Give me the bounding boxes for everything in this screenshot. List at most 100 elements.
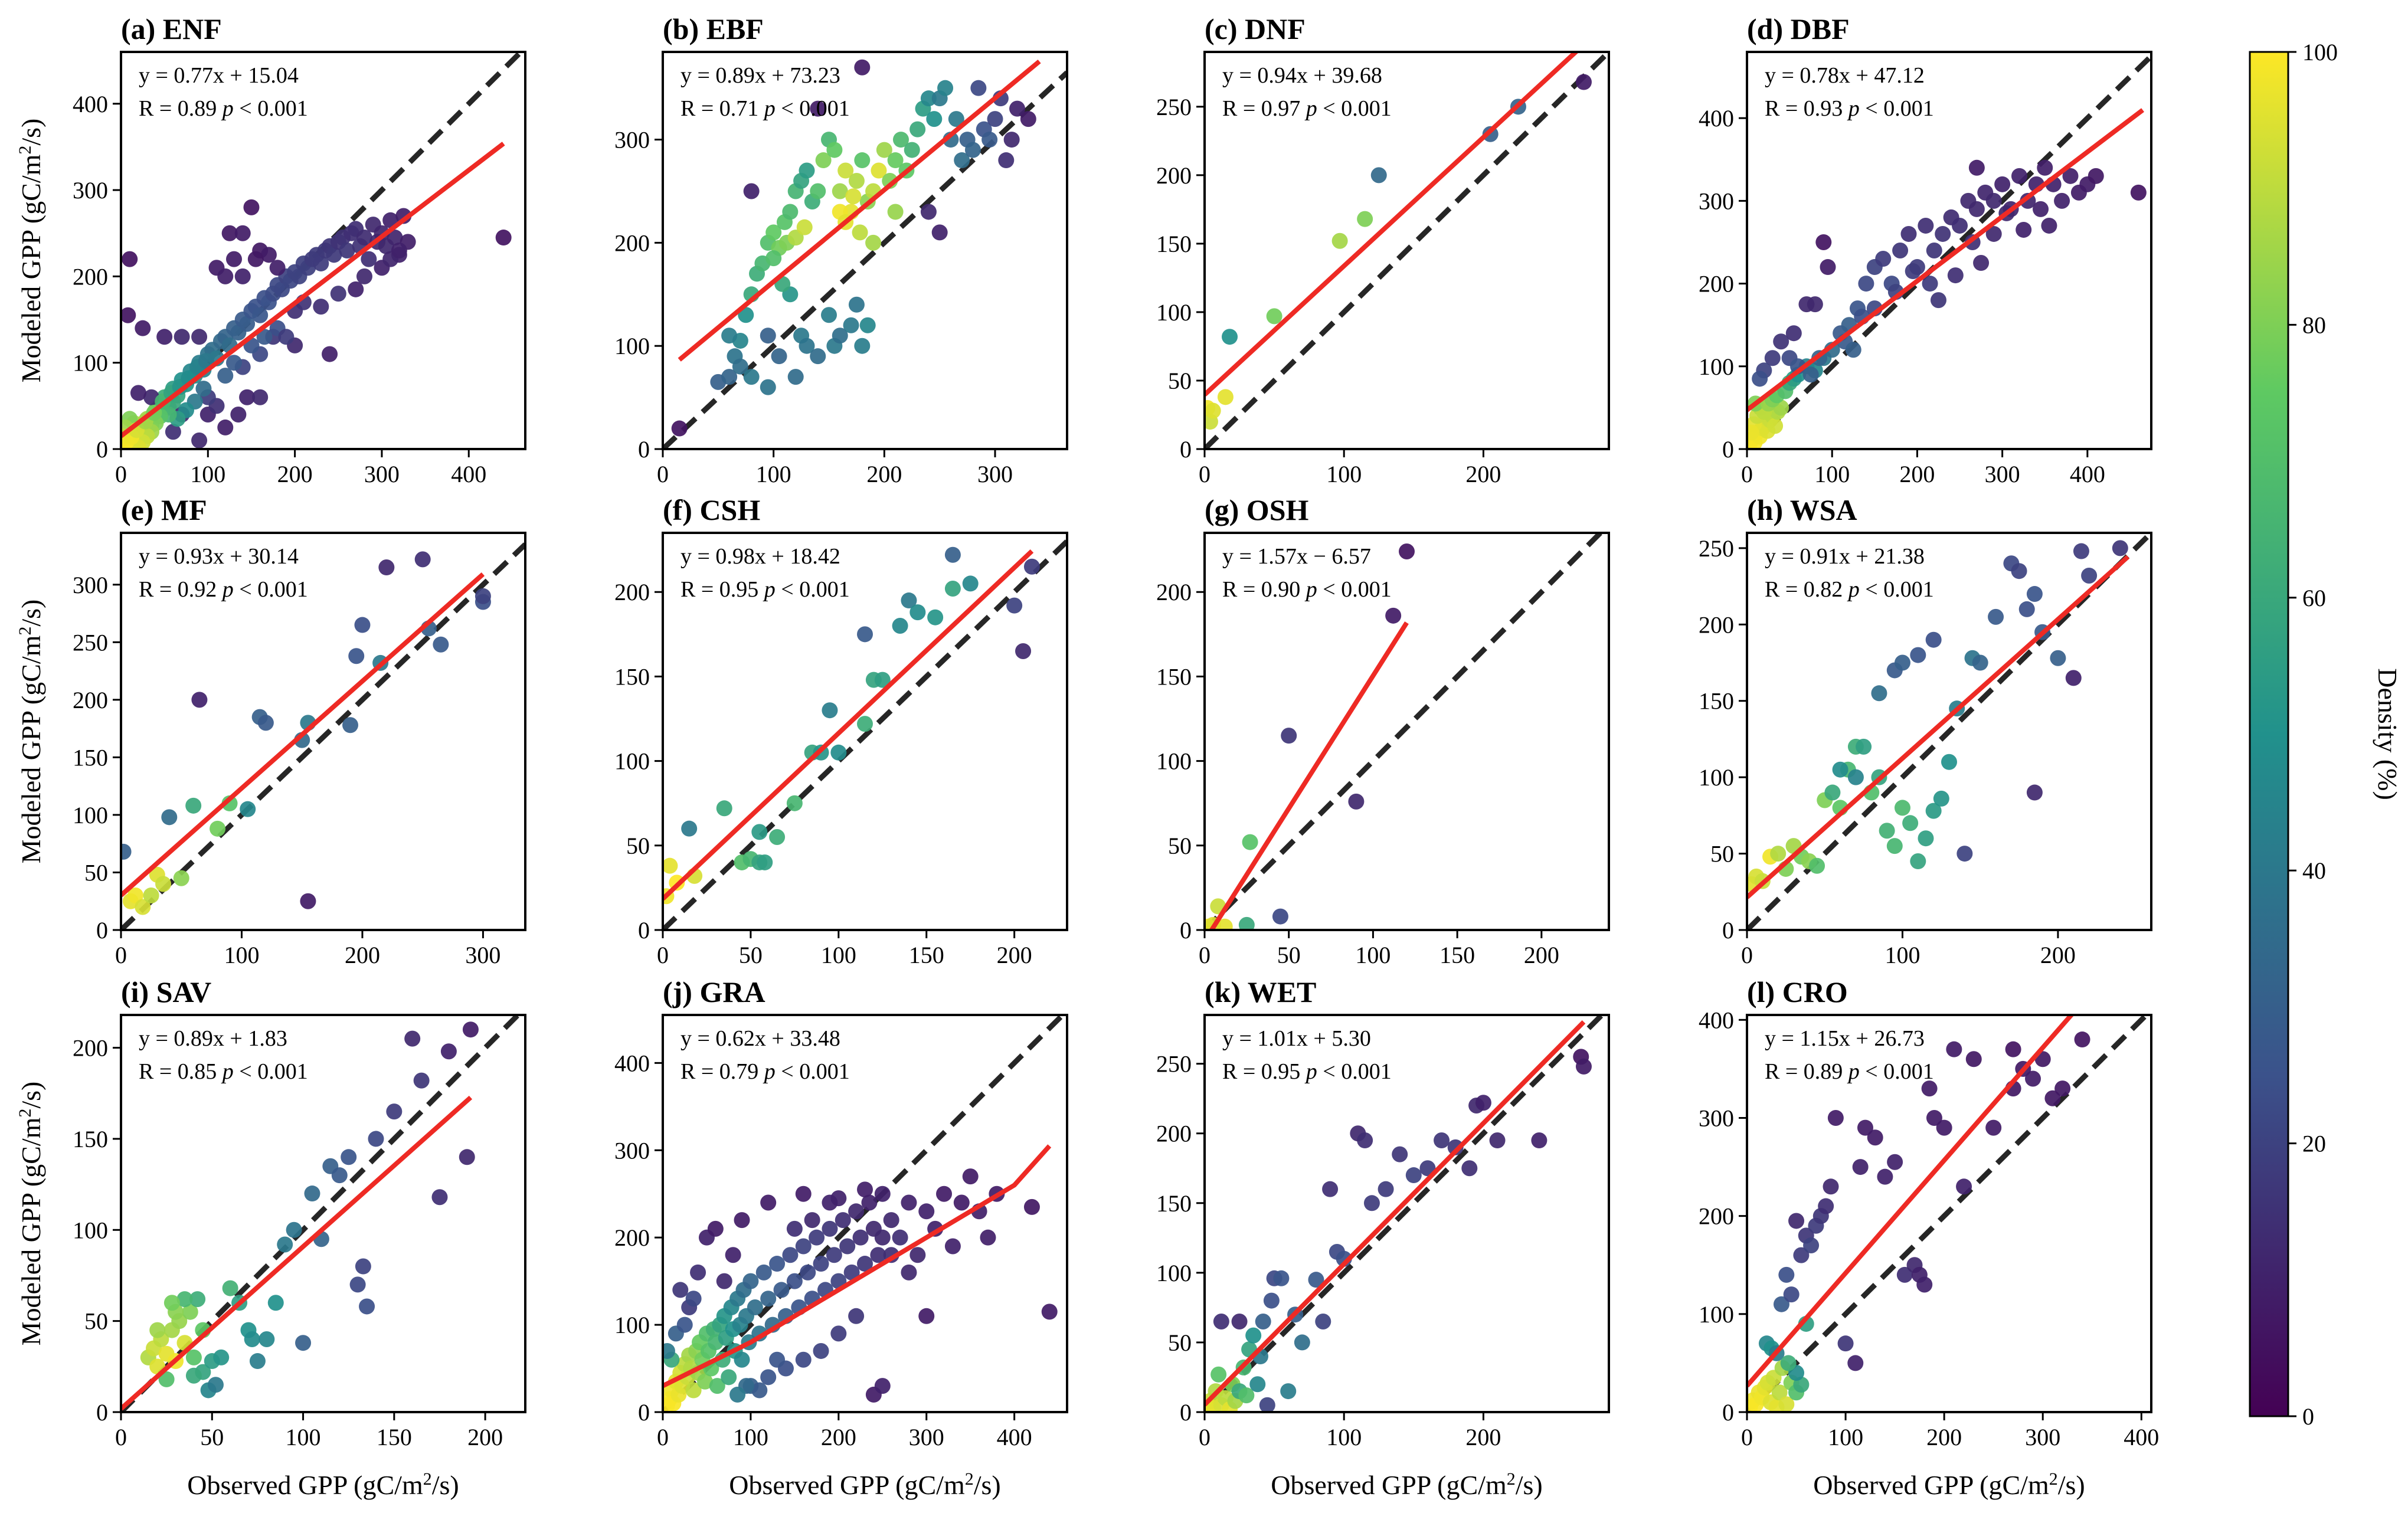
data-point: [760, 1194, 777, 1211]
colorbar-label: Density (%): [2373, 668, 2403, 800]
x-tick-label: 0: [1741, 461, 1753, 487]
data-point: [1238, 1387, 1255, 1404]
panel-title: (k) WET: [1205, 975, 1316, 1008]
data-point: [909, 121, 926, 137]
y-tick-label: 0: [1722, 1399, 1734, 1426]
data-point: [1405, 1167, 1422, 1184]
data-point: [269, 260, 286, 276]
data-point: [404, 1030, 421, 1047]
y-tick-label: 0: [638, 1399, 650, 1426]
x-tick-label: 300: [465, 942, 500, 968]
data-point: [459, 1149, 475, 1165]
plot-content: [1747, 1015, 2148, 1412]
fit-line: [663, 549, 1034, 901]
fit-stats: R = 0.79 p < 0.001: [680, 1059, 850, 1084]
data-point: [239, 389, 256, 405]
data-point: [130, 385, 146, 401]
data-point: [832, 328, 848, 344]
data-point: [709, 1378, 725, 1394]
y-tick-label: 100: [1156, 299, 1192, 326]
data-point: [339, 243, 355, 258]
data-point: [161, 809, 178, 826]
data-point: [1015, 643, 1032, 659]
data-point: [440, 1043, 457, 1060]
y-tick-label: 300: [73, 572, 108, 598]
data-point: [852, 1229, 869, 1246]
fit-line: [121, 572, 485, 898]
data-point: [1823, 1178, 1839, 1195]
r-value: R = 0.93: [1765, 96, 1848, 121]
data-point: [835, 1212, 851, 1229]
y-axis-label: Modeled GPP (gC/m2/s): [15, 1082, 47, 1346]
data-point: [1947, 267, 1964, 284]
data-point: [795, 1351, 812, 1368]
y-tick-label: 0: [1180, 436, 1192, 463]
data-point: [217, 419, 234, 435]
data-point: [1985, 1119, 2002, 1136]
data-point: [839, 1238, 856, 1255]
data-point: [286, 1221, 302, 1238]
data-point: [1941, 754, 1957, 770]
data-point: [1926, 243, 1942, 258]
data-point: [848, 1203, 865, 1220]
plot-content: [1205, 1015, 1604, 1412]
data-point: [495, 230, 512, 246]
y-tick-label: 0: [1180, 917, 1192, 944]
fit-line: [1747, 1015, 2075, 1388]
data-point: [920, 204, 937, 220]
data-point: [765, 250, 782, 267]
data-point: [760, 328, 776, 344]
data-point: [1222, 329, 1238, 345]
data-point: [918, 1308, 935, 1324]
y-tick-label: 150: [1156, 231, 1192, 257]
y-tick-label: 250: [1699, 535, 1734, 562]
data-point: [191, 692, 208, 708]
fit-stats: R = 0.89 p < 0.001: [1765, 1059, 1934, 1084]
plot-content: [1205, 52, 1609, 449]
r-value: R = 0.90: [1222, 577, 1306, 602]
data-point: [2011, 168, 2027, 184]
fit-equation: y = 0.89x + 1.83: [139, 1026, 287, 1051]
plot-frame: [1746, 1014, 2152, 1413]
data-point: [845, 188, 862, 205]
x-tick-label: 200: [821, 1424, 856, 1450]
data-point: [1231, 1314, 1248, 1330]
data-point: [962, 575, 979, 592]
data-point: [326, 247, 342, 263]
data-point: [2081, 567, 2098, 584]
data-point: [226, 355, 243, 371]
data-point: [354, 617, 371, 633]
data-point: [252, 307, 269, 323]
data-point: [980, 1229, 996, 1246]
data-point: [707, 1220, 724, 1237]
data-point: [1809, 857, 1825, 874]
r-value: R = 0.95: [680, 577, 764, 602]
p-symbol: p: [1847, 1059, 1860, 1084]
data-point: [330, 286, 346, 302]
y-tick-label: 300: [73, 177, 108, 204]
panel-2: 0 100 200 300 0 100 200 300 (b) EBF y = 0.89x + 7…: [614, 12, 1068, 487]
data-point: [1875, 251, 1892, 267]
data-point: [1818, 1198, 1834, 1214]
plot-frame: [1746, 51, 2152, 450]
panel-10: 0 100 200 300 400 0 100 200 300 400 (j) GRA y = 0.6…: [614, 975, 1068, 1450]
data-point: [2073, 543, 2089, 559]
data-point: [1263, 1292, 1280, 1309]
x-tick-label: 100: [1884, 942, 1920, 968]
data-point: [1771, 1384, 1788, 1401]
y-tick-label: 200: [73, 1035, 108, 1062]
data-point: [1272, 908, 1288, 925]
y-tick-label: 0: [1722, 436, 1734, 463]
data-point: [887, 204, 904, 220]
p-value: < 0.001: [1860, 1059, 1934, 1084]
r-value: R = 0.79: [680, 1059, 764, 1084]
data-point: [1003, 132, 1020, 148]
x-tick-label: 0: [1741, 1424, 1753, 1450]
data-point: [349, 1276, 366, 1293]
data-point: [901, 592, 917, 609]
data-point: [954, 152, 970, 169]
p-value: < 0.001: [1860, 577, 1934, 602]
data-point: [174, 329, 190, 345]
data-point: [1213, 1314, 1229, 1330]
